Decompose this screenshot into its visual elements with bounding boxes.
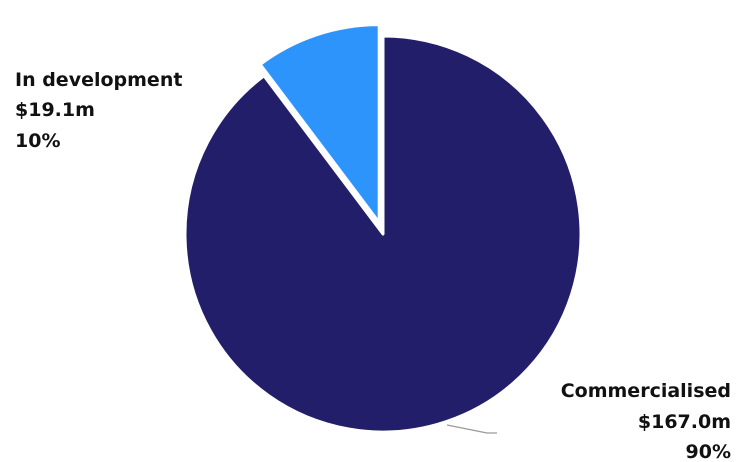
pie-slices (183, 23, 583, 434)
commercialised-name: Commercialised (561, 380, 731, 402)
commercialised-value: $167.0m (638, 411, 731, 433)
slice-commercialised (183, 34, 583, 434)
label-commercialised: Commercialised $167.0m 90% (561, 380, 731, 462)
commercialised-leader-line (446, 424, 497, 434)
in-development-percent: 10% (15, 130, 60, 152)
commercialised-percent: 90% (686, 441, 731, 462)
in-development-name: In development (15, 69, 182, 91)
in-development-value: $19.1m (15, 99, 95, 121)
label-in-development: In development $19.1m 10% (15, 69, 182, 152)
slice-in-development (258, 23, 381, 225)
